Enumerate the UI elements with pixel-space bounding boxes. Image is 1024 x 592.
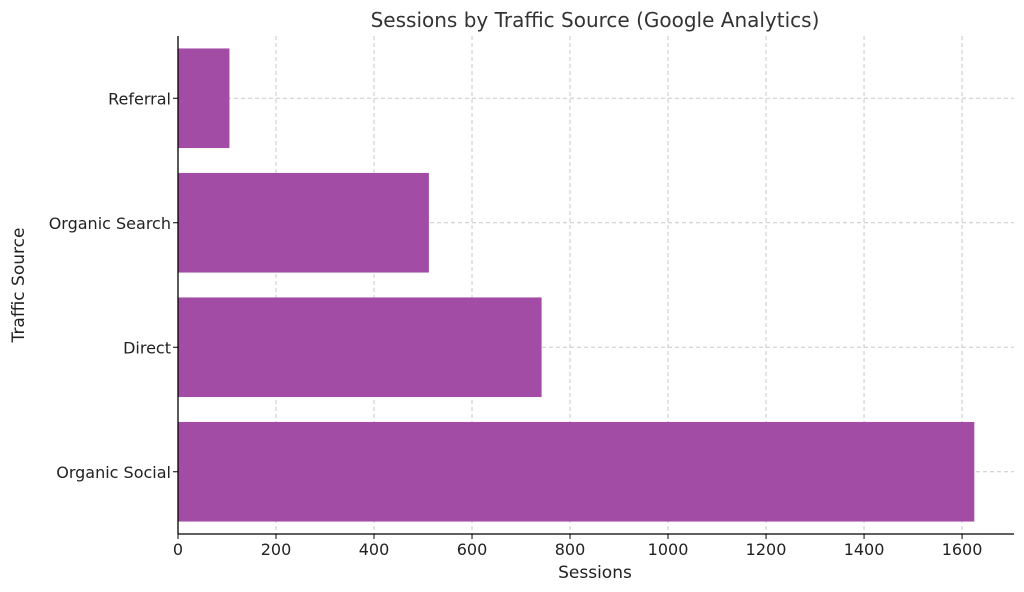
x-tick-label: 200	[261, 540, 292, 559]
x-tick-label: 800	[555, 540, 586, 559]
bar-organic-social	[178, 421, 975, 522]
y-tick-label: Referral	[108, 89, 171, 108]
bars	[178, 48, 975, 522]
x-tick-label: 0	[173, 540, 183, 559]
x-ticks: 0 200 400 600 800 1000 1200 1400 1600	[173, 534, 983, 559]
bar-direct	[178, 297, 542, 398]
chart-title: Sessions by Traffic Source (Google Analy…	[371, 8, 820, 32]
x-tick-label: 1200	[746, 540, 787, 559]
x-tick-label: 1400	[844, 540, 885, 559]
y-tick-label: Organic Search	[49, 214, 171, 233]
x-tick-label: 400	[359, 540, 390, 559]
x-tick-label: 1000	[648, 540, 689, 559]
bar-referral	[178, 48, 230, 149]
y-ticks: Organic Social Direct Organic Search Referr…	[49, 89, 178, 482]
y-tick-label: Direct	[123, 338, 171, 357]
x-tick-label: 600	[457, 540, 488, 559]
x-tick-label: 1600	[942, 540, 983, 559]
x-axis-label: Sessions	[558, 563, 632, 583]
y-axis-label: Traffic Source	[9, 228, 29, 344]
y-tick-label: Organic Social	[56, 463, 171, 482]
bar-organic-search	[178, 172, 429, 273]
axes	[177, 36, 1014, 535]
